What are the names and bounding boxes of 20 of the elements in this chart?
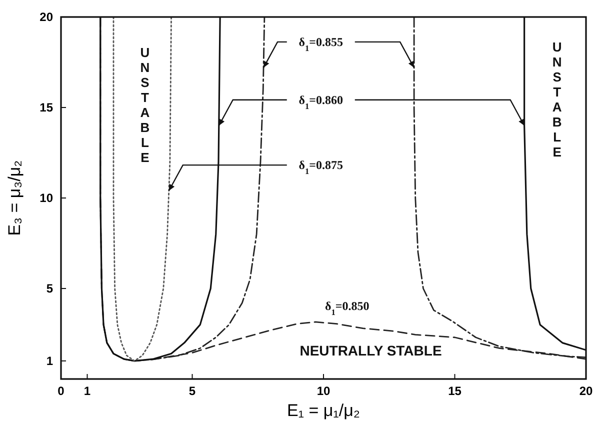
text: δ$_{1}$=0.855 xyxy=(298,34,344,52)
annotation: UNSTABLE xyxy=(140,44,150,165)
y-tick-label: 15 xyxy=(40,100,54,114)
series-label: δ$_{1}$=0.850 xyxy=(324,299,370,317)
x-tick-label: 1 xyxy=(84,384,91,398)
y-tick-label: 20 xyxy=(40,10,54,24)
annotation: NEUTRALLY STABLE xyxy=(300,342,442,358)
y-tick-label: 5 xyxy=(46,282,54,296)
x-tick-label: 10 xyxy=(316,384,330,398)
annotation: UNSTABLE xyxy=(552,39,562,160)
text: δ$_{1}$=0.860 xyxy=(298,92,344,110)
y-tick-label: 10 xyxy=(40,191,54,205)
y-tick-label: 1 xyxy=(46,354,54,368)
x-axis-title: E₁ = μ₁/μ₂ xyxy=(286,401,360,420)
x-tick-label: 15 xyxy=(448,384,462,398)
x-tick-label: 0 xyxy=(58,384,65,398)
text: δ$_{1}$=0.875 xyxy=(298,158,344,176)
y-axis-title: E₃ = μ₃/μ₂ xyxy=(5,160,24,236)
x-tick-label: 20 xyxy=(579,384,593,398)
x-tick-label: 5 xyxy=(188,384,196,398)
